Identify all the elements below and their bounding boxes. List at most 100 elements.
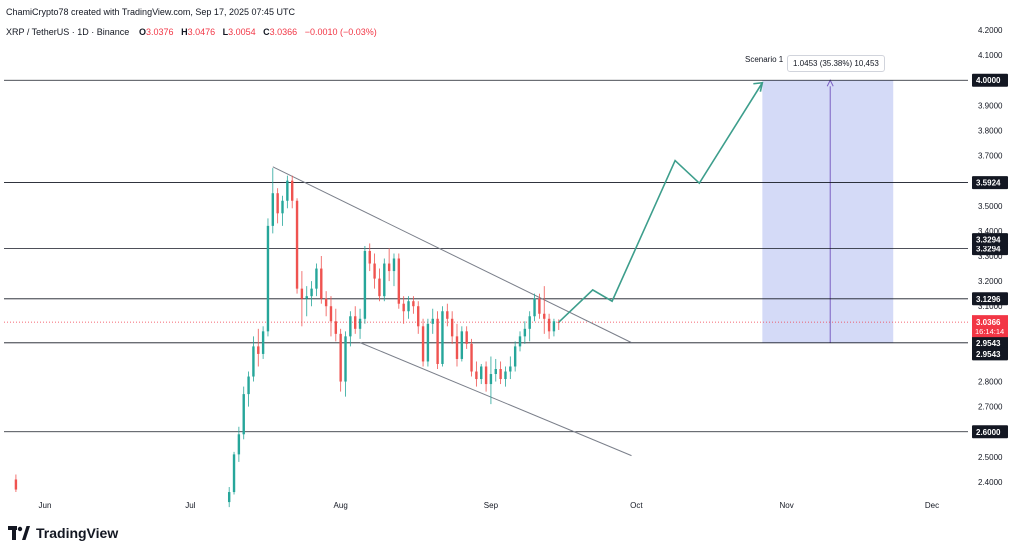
candle-body [484, 366, 488, 385]
candle-body [329, 306, 333, 322]
level-badge: 3.3294 [976, 236, 1001, 245]
ohlc-close-value: 3.0366 [269, 27, 298, 37]
x-tick-label: Aug [334, 501, 348, 510]
ohlc-open: O3.0376 [139, 27, 174, 37]
candle-body [557, 321, 560, 323]
candle-body [252, 346, 255, 377]
candle-body [436, 318, 439, 364]
x-tick-label: Jul [185, 501, 195, 510]
candle-body [276, 193, 279, 214]
candle-body [14, 479, 18, 490]
scenario-label: Scenario 1 [745, 55, 784, 64]
y-tick-label: 3.9000 [978, 101, 1003, 110]
candle-body [257, 346, 260, 354]
y-tick-label: 3.2000 [978, 277, 1003, 286]
x-tick-label: Oct [630, 501, 643, 510]
level-badge: 3.5924 [976, 179, 1001, 188]
current-price-label: 3.0366 [976, 318, 1001, 327]
ohlc-change: −0.0010 (−0.03%) [304, 27, 377, 37]
level-badge: 2.9543 [976, 350, 1001, 359]
y-tick-label: 2.7000 [978, 403, 1003, 412]
ohlc-close: C3.0366 [263, 27, 297, 37]
candle-body [489, 374, 493, 385]
candle-body [431, 318, 434, 324]
candle-body [334, 321, 338, 334]
level-badge-bg [972, 233, 1008, 247]
candle-body [421, 326, 425, 362]
candle-body [407, 301, 410, 312]
candle-body [417, 306, 420, 327]
candle-body [373, 263, 376, 279]
lower-wedge-line [359, 342, 632, 457]
candle-body [358, 318, 362, 329]
candle-body [475, 371, 478, 380]
level-badge-bg [972, 176, 1008, 190]
candle-body [305, 296, 308, 299]
level-badge: 2.9543 [976, 339, 1001, 348]
candle-body [543, 313, 546, 319]
ohlc-low-value: 3.0054 [228, 27, 256, 37]
candle-body [523, 328, 527, 337]
candle-body [465, 331, 468, 344]
current-price-badge [972, 315, 1008, 338]
y-tick-label: 3.8000 [978, 126, 1003, 135]
candle-body [354, 316, 357, 329]
tradingview-brand: TradingView [36, 525, 119, 541]
candle-body [363, 250, 367, 319]
candle-body [450, 318, 454, 337]
candle-body [247, 376, 250, 395]
candle-body [426, 323, 430, 362]
candle-body [266, 225, 270, 332]
candle-body [499, 369, 502, 380]
candle-body [232, 454, 236, 493]
level-badge-bg [972, 336, 1008, 350]
candle-body [513, 346, 517, 367]
candle-body [344, 336, 347, 382]
projection-path [558, 82, 764, 323]
level-badge-bg [972, 292, 1008, 306]
candle-body [300, 288, 304, 299]
y-tick-label: 4.2000 [978, 26, 1003, 35]
y-tick-label: 3.3000 [978, 252, 1003, 261]
y-tick-label: 4.1000 [978, 51, 1003, 60]
x-tick-label: Dec [925, 501, 939, 510]
symbol-title[interactable]: XRP / TetherUS · 1D · Binance [6, 27, 130, 37]
candle-body [320, 268, 323, 299]
candle-body [480, 366, 483, 380]
y-tick-label: 2.8000 [978, 378, 1003, 387]
level-badge: 4.0000 [976, 76, 1001, 85]
x-tick-label: Jun [39, 501, 52, 510]
y-tick-label: 3.5000 [978, 202, 1003, 211]
candle-body [460, 331, 464, 359]
level-badge-bg [972, 347, 1008, 361]
candle-body [402, 303, 405, 312]
candle-body [237, 434, 241, 455]
target-zone [762, 80, 894, 343]
x-tick-label: Nov [779, 501, 793, 510]
candle-body [446, 311, 449, 319]
ohlc-high-value: 3.0476 [187, 27, 216, 37]
ohlc-high: H3.0476 [181, 27, 215, 37]
countdown-label: 16:14:14 [975, 327, 1004, 336]
measure-tooltip: 1.0453 (35.38%) 10,453 [787, 55, 885, 72]
candle-body [518, 336, 522, 347]
candle-body [286, 180, 289, 201]
candle-body [271, 193, 275, 226]
ohlc-high-label: H [181, 27, 188, 37]
ohlc-open-label: O [139, 27, 147, 37]
candle-body [295, 200, 299, 289]
y-tick-label: 3.1000 [978, 302, 1003, 311]
candle-body [310, 288, 313, 297]
candle-body [281, 200, 284, 214]
tradingview-logo[interactable]: TradingView [8, 525, 118, 541]
x-tick-label: Sep [484, 501, 499, 510]
candle-body [227, 492, 231, 503]
candle-body [315, 268, 318, 289]
candle-body [504, 371, 507, 380]
y-tick-label: 2.4000 [978, 478, 1003, 487]
candle-body [412, 301, 415, 307]
ohlc-close-label: C [263, 27, 270, 37]
candle-body [528, 316, 531, 329]
projection-arrowhead [753, 81, 764, 92]
